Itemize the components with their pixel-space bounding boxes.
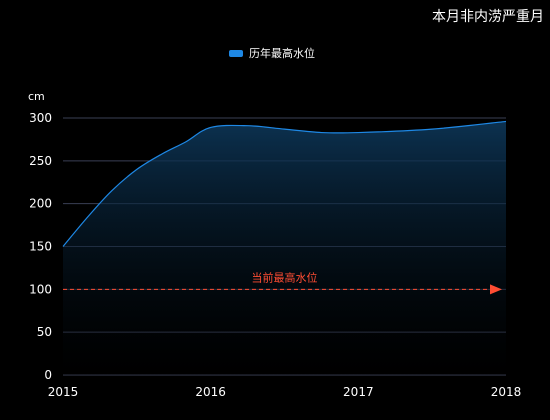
y-tick-label: 150 [29, 240, 52, 254]
threshold-arrow [490, 284, 502, 295]
y-tick-label: 300 [29, 111, 52, 125]
chart-title: 本月非内涝严重月 [432, 9, 544, 25]
y-tick-label: 0 [44, 368, 52, 382]
x-tick-label: 2018 [491, 385, 522, 399]
legend-swatch [229, 49, 243, 57]
series-line [62, 120, 507, 247]
y-tick-label: 50 [37, 325, 52, 339]
legend: 历年最高水位 [229, 45, 315, 61]
y-tick-label: 100 [29, 282, 52, 296]
x-tick-label: 2017 [343, 385, 374, 399]
y-tick-label: 250 [29, 154, 52, 168]
legend-label: 历年最高水位 [249, 47, 315, 60]
x-tick-label: 2015 [48, 385, 79, 399]
y-axis-unit: cm [28, 90, 45, 103]
series-area [63, 121, 506, 375]
y-tick-label: 200 [29, 197, 52, 211]
x-tick-label: 2016 [195, 385, 226, 399]
threshold-label: 当前最高水位 [252, 270, 318, 284]
